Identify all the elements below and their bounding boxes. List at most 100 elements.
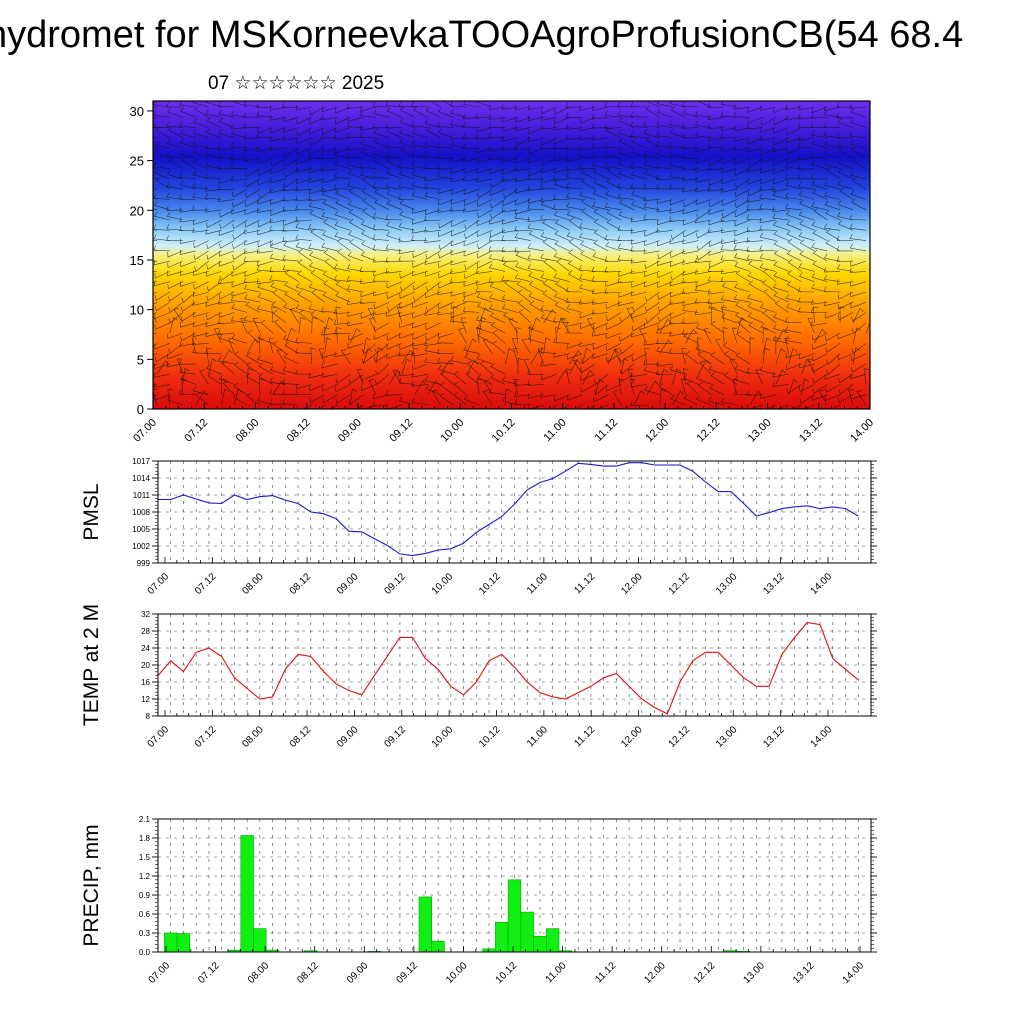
y-tick-label: 0.0 — [139, 948, 151, 957]
wind-barb — [528, 168, 544, 177]
wind-barb — [438, 107, 454, 118]
wind-barb — [747, 312, 764, 324]
wind-barb — [773, 249, 789, 262]
wind-barb — [811, 180, 828, 190]
wind-barb — [482, 338, 493, 354]
wind-barb — [619, 312, 635, 323]
wind-barb — [308, 153, 325, 160]
wind-barb — [824, 140, 841, 149]
wind-barb — [553, 316, 570, 324]
wind-barb — [295, 195, 312, 202]
wind-barb — [321, 115, 338, 121]
wind-barb — [733, 389, 751, 395]
wind-barb — [657, 219, 673, 226]
wind-barb — [593, 208, 609, 221]
wind-barb — [501, 294, 518, 303]
wind-barb — [593, 373, 609, 385]
wind-barb — [153, 245, 170, 252]
wind-barb — [464, 260, 480, 271]
wind-barb — [786, 230, 802, 241]
wind-barb — [399, 128, 415, 139]
wind-barb — [604, 123, 622, 130]
wind-barb — [154, 343, 171, 350]
wind-barb — [733, 125, 751, 132]
wind-barb — [245, 372, 261, 385]
wind-barb — [773, 404, 789, 409]
wind-barb — [385, 182, 402, 190]
wind-barb — [424, 119, 441, 128]
wind-barb — [232, 219, 248, 230]
wind-barb — [669, 101, 686, 108]
wind-barb — [672, 368, 682, 385]
wind-barb — [269, 145, 286, 151]
wind-barb — [656, 140, 673, 149]
wind-barb — [179, 149, 196, 159]
x-tick-label: 11.00 — [541, 417, 568, 444]
wind-barb — [772, 191, 789, 200]
wind-barb — [554, 394, 570, 402]
wind-barb — [696, 240, 712, 251]
wind-barb — [412, 301, 428, 308]
wind-barb — [411, 170, 428, 180]
wind-barb — [823, 286, 841, 293]
wind-barb — [243, 101, 261, 108]
x-tick-label: 09.00 — [335, 571, 361, 597]
wind-barb — [734, 230, 751, 237]
wind-barb — [682, 300, 699, 306]
y-tick-label: 1.5 — [139, 853, 151, 862]
wind-barb — [476, 168, 493, 174]
wind-barb — [411, 140, 428, 149]
wind-barb — [579, 125, 596, 132]
wind-barb — [411, 397, 428, 406]
wind-barb — [579, 299, 596, 305]
wind-barb — [852, 347, 861, 364]
wind-barb — [218, 129, 235, 139]
wind-barb — [659, 388, 667, 406]
wind-barb — [580, 168, 596, 180]
wind-barb — [723, 371, 738, 385]
wind-barb — [579, 312, 596, 319]
wind-barb — [630, 170, 647, 180]
wind-barb — [656, 130, 673, 139]
wind-barb — [807, 358, 815, 375]
wind-barb — [643, 195, 660, 201]
wind-barb — [785, 192, 802, 200]
wind-barb — [321, 153, 338, 159]
wind-barb — [685, 328, 697, 344]
wind-barb — [334, 127, 351, 133]
wind-barb — [785, 104, 802, 111]
wind-barb — [425, 322, 441, 331]
wind-barb — [708, 250, 725, 256]
wind-barb — [553, 175, 570, 181]
wind-barb — [514, 188, 531, 194]
wind-barb — [180, 301, 196, 312]
wind-barb — [398, 378, 415, 385]
wind-barb — [849, 103, 867, 109]
wind-barb — [194, 105, 209, 118]
wind-barb — [760, 147, 776, 156]
wind-barb — [644, 322, 660, 329]
wind-barb — [257, 168, 274, 176]
wind-barb — [153, 382, 170, 388]
y-tick-label: 1011 — [133, 491, 151, 500]
wind-barb — [194, 260, 209, 272]
wind-barb — [154, 271, 171, 279]
wind-barb — [799, 239, 815, 252]
wind-barb — [206, 250, 222, 260]
wind-barb — [850, 139, 867, 149]
wind-barb — [759, 253, 776, 262]
wind-barb — [722, 209, 738, 219]
wind-barb — [412, 281, 428, 291]
x-tick-label: 12.12 — [692, 960, 718, 986]
wind-barb — [644, 347, 650, 364]
wind-barb — [604, 161, 622, 169]
wind-barb — [463, 199, 480, 206]
wind-barb — [837, 353, 854, 361]
y-tick-label: 0.6 — [139, 910, 151, 919]
wind-barb — [501, 156, 518, 162]
wind-barb — [593, 178, 609, 190]
wind-barb — [837, 220, 854, 231]
wind-barb — [618, 137, 635, 149]
wind-barb — [849, 233, 867, 241]
wind-barb — [476, 101, 493, 108]
